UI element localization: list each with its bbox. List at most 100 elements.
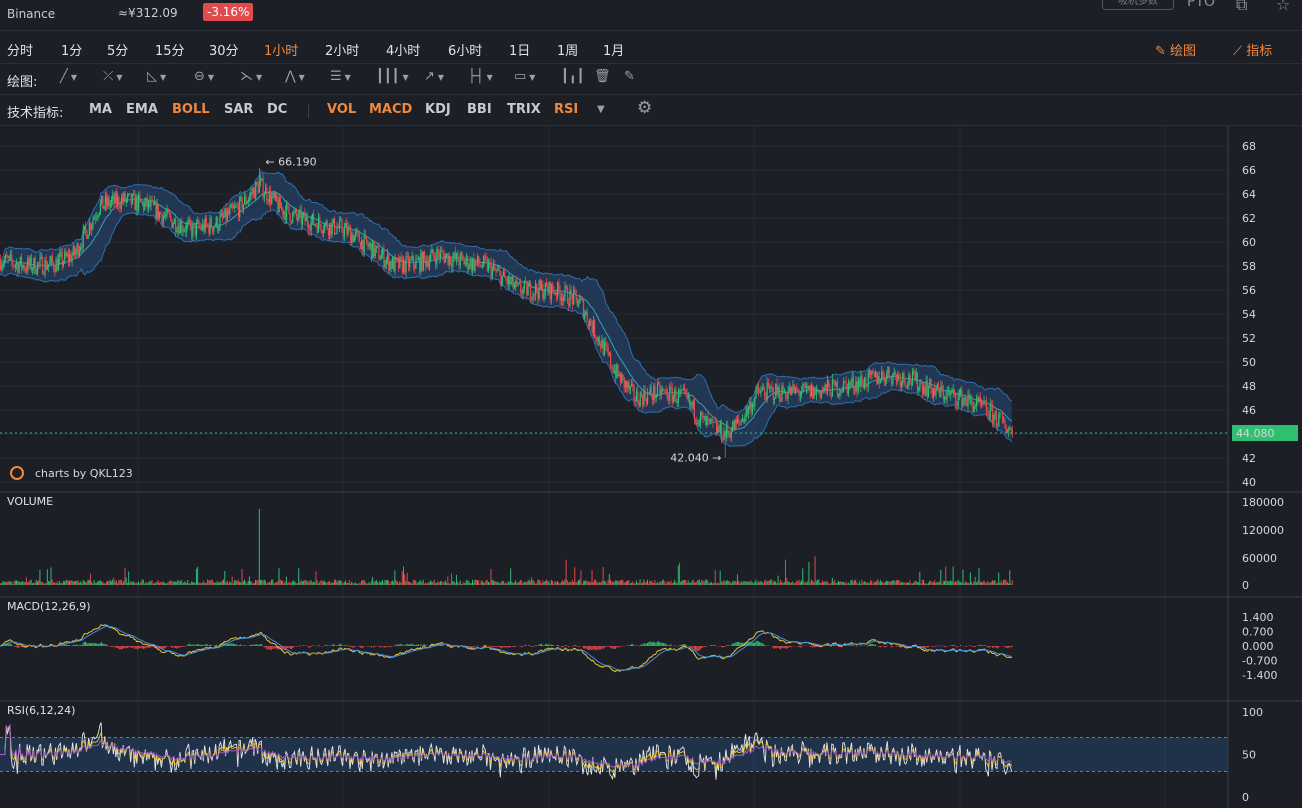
candle-body [565,286,567,288]
candle [483,254,485,268]
candle-body [85,225,87,231]
candle-body [635,391,638,402]
candle [278,194,280,213]
candle-body [22,265,24,269]
candle [367,239,369,250]
pattern-tool-icon[interactable]: ⋀ ▼ [285,69,305,84]
candle [822,385,824,394]
candle-body [988,413,990,419]
triangle-tool-icon[interactable]: ◺ ▼ [147,69,167,84]
candle [315,222,317,228]
interval-5[interactable]: 1小时 [264,44,299,59]
interval-8[interactable]: 6小时 [448,44,483,59]
volume-bar [29,580,31,585]
fullscreen-icon[interactable]: ⧉ [1236,0,1248,14]
indicator-dc[interactable]: DC [267,102,288,117]
candle-body [237,206,240,217]
interval-9[interactable]: 1日 [509,44,531,59]
indicators-button[interactable]: ⟋ 指标 [1233,44,1273,59]
interval-0[interactable]: 分时 [7,44,34,59]
interval-4[interactable]: 30分 [209,44,239,59]
candle-body [228,211,230,215]
indicator-macd[interactable]: MACD [369,102,413,117]
candle [508,273,511,290]
interval-10[interactable]: 1周 [557,44,579,59]
candle [825,384,827,395]
mode-label[interactable]: PTO [1187,0,1216,10]
candle-body [453,252,455,258]
bars-tool-icon[interactable]: ┃╻┃ [561,69,585,84]
candle [241,196,243,214]
candle-body [483,256,485,267]
ray-tool-icon[interactable]: ⤫ ▼ [103,69,123,84]
fib-tool-icon[interactable]: ☰ ▼ [330,69,351,84]
indicator-ema[interactable]: EMA [126,102,158,117]
circle-tool-icon[interactable]: ⊖ ▼ [194,69,215,84]
macd-hist-bar [271,646,273,650]
measure-tool-icon[interactable]: ├┤ ▼ [468,69,493,84]
candle-body [952,389,954,392]
interval-11[interactable]: 1月 [603,44,625,59]
macd-hist-bar [329,645,331,646]
candle [462,252,464,262]
volume-bar [485,579,487,585]
indicator-bbi[interactable]: BBI [467,102,492,117]
last-price-badge [1232,425,1298,442]
comment-tool-icon[interactable]: ▭ ▼ [514,69,536,84]
indicator-kdj[interactable]: KDJ [425,102,451,117]
interval-7[interactable]: 4小时 [386,44,421,59]
indicator-sar[interactable]: SAR [224,102,254,117]
macd-hist-bar [309,646,311,648]
interval-1[interactable]: 1分 [61,44,83,59]
macd-hist-bar [786,646,788,649]
candle-body [260,179,262,183]
star-icon[interactable]: ☆ [1276,0,1291,14]
indicator-trix[interactable]: TRIX [507,102,541,117]
top-option-button[interactable]: 吸机多数 [1102,0,1174,10]
indicator-rsi[interactable]: RSI [554,102,579,117]
indicator-boll[interactable]: BOLL [172,102,210,117]
wave-tool-icon[interactable]: ⋋ ▼ [240,69,263,84]
indicator-vol[interactable]: VOL [327,102,357,117]
volume-bar [861,579,863,585]
candle [62,260,65,268]
candle-body [840,390,842,392]
volume-bar [495,581,497,585]
trash-icon[interactable]: 🗑 [594,69,611,84]
volume-bar [113,577,115,585]
draw-tool-button[interactable]: ✎ 绘图 [1155,44,1197,59]
pen-clear-icon[interactable]: ✎ [624,69,635,84]
candle [980,398,983,409]
candle [38,261,40,269]
candle-body [497,269,500,271]
gann-tool-icon[interactable]: ┃┃┃ ▼ [376,69,409,84]
settings-gear-icon[interactable]: ⚙ [637,98,653,118]
interval-3[interactable]: 15分 [155,44,185,59]
candle [531,296,533,303]
candle [926,375,928,400]
candle-body [765,395,767,401]
macd-hist-bar [417,644,419,646]
boll-lower-line [0,209,1013,447]
candle-body [963,398,965,400]
volume-bar [866,582,868,585]
candle [92,215,94,230]
arrow-tool-icon[interactable]: ↗ ▼ [424,69,445,84]
candle-body [364,234,366,236]
candle [298,209,300,223]
more-indicators-chevron-icon[interactable]: ▼ [597,104,605,115]
candle-body [894,372,896,375]
indicator-ma[interactable]: MA [89,102,112,117]
interval-6[interactable]: 2小时 [325,44,360,59]
volume-bar [92,583,94,585]
candle-body [834,380,836,387]
candle [972,400,974,413]
macd-hist-bar [782,646,784,649]
volume-bar [708,583,710,585]
line-tool-icon[interactable]: ╱ ▼ [60,69,77,84]
macd-hist-bar [359,646,361,648]
interval-2[interactable]: 5分 [107,44,129,59]
candle [348,225,350,231]
volume-tick-2: 60000 [1242,552,1277,565]
